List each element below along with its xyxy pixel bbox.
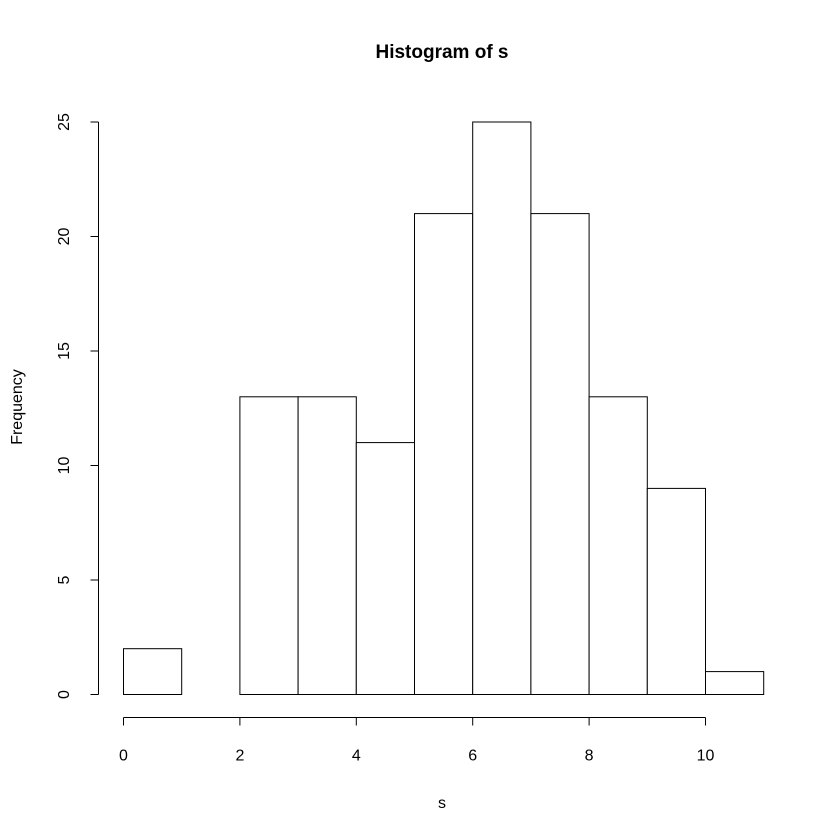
histogram-bar-6	[472, 121, 532, 695]
y-axis: 0 5 10 15 20 25	[56, 113, 99, 699]
y-axis-label: Frequency	[9, 369, 26, 445]
histogram-bar-8	[588, 396, 648, 695]
x-tick-label-0: 0	[119, 748, 128, 765]
histogram-bar-2	[239, 396, 299, 695]
x-tick-label-2: 2	[235, 748, 244, 765]
histogram-bar-0	[123, 648, 183, 696]
y-tick-label-25: 25	[56, 113, 73, 131]
histogram-bar-3	[297, 396, 357, 695]
histogram-bar-7	[530, 213, 590, 695]
x-axis: 0 2 4 6 8 10	[119, 717, 715, 765]
histogram-bar-9	[646, 487, 706, 695]
histogram-bar-5	[414, 213, 474, 695]
y-tick-label-0: 0	[56, 690, 73, 699]
y-tick-label-15: 15	[56, 342, 73, 360]
y-tick-label-5: 5	[56, 575, 73, 584]
x-tick-label-4: 4	[352, 748, 361, 765]
bars	[123, 121, 765, 696]
x-axis-label: s	[438, 795, 446, 812]
x-tick-label-10: 10	[697, 748, 715, 765]
x-tick-label-6: 6	[468, 748, 477, 765]
y-tick-label-20: 20	[56, 228, 73, 246]
histogram-bar-10	[705, 671, 765, 695]
y-tick-label-10: 10	[56, 457, 73, 475]
histogram-bar-4	[355, 442, 415, 695]
chart-title: Histogram of s	[375, 42, 508, 63]
x-tick-label-8: 8	[585, 748, 594, 765]
